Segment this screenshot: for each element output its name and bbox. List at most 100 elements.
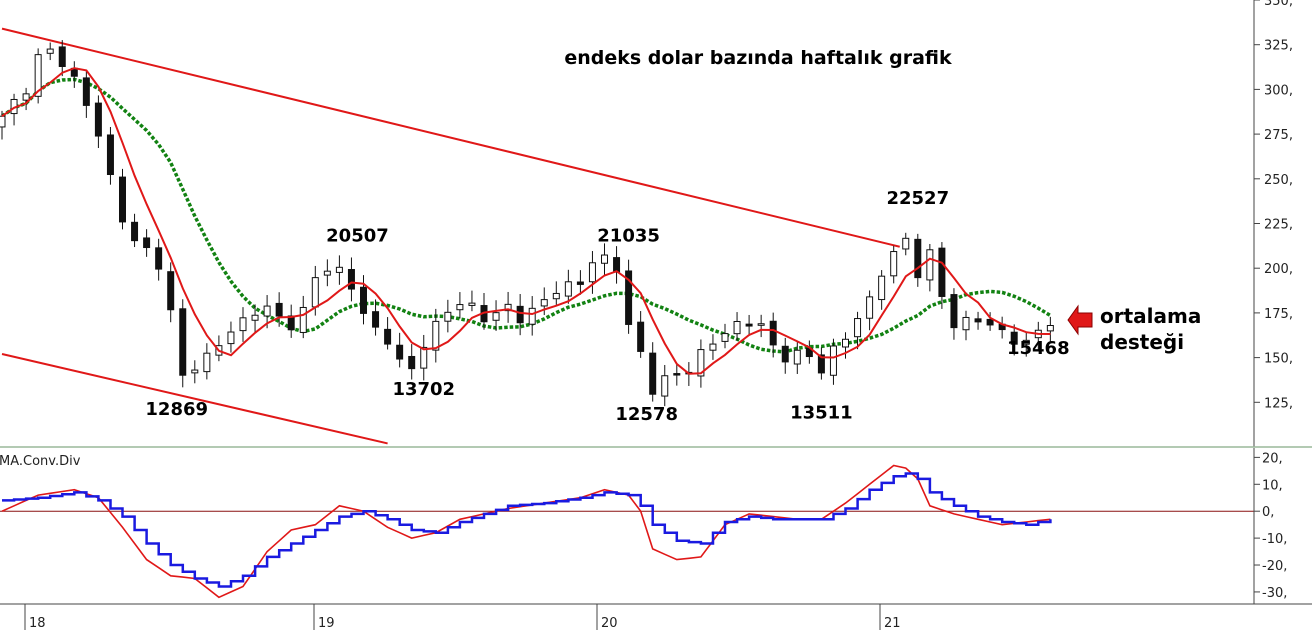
macd-signal-line <box>2 472 1052 588</box>
candle-body <box>878 275 886 301</box>
candle <box>347 257 355 302</box>
time-x-axis: 18 19 20 21 <box>0 603 1312 631</box>
candle-body <box>251 314 259 321</box>
candle-body <box>866 296 874 319</box>
candle-body <box>227 331 235 345</box>
macd-y-axis: -30, -20, -10, 0, 10, 20, <box>1253 448 1287 604</box>
candle <box>854 311 862 350</box>
candle-body <box>914 238 922 279</box>
candle-body <box>58 46 66 67</box>
candle <box>492 300 500 331</box>
candle-body <box>1010 331 1018 345</box>
candle <box>287 304 295 338</box>
candle-body <box>564 281 572 297</box>
candle-body <box>854 318 862 338</box>
candle-body <box>974 318 982 323</box>
candle <box>239 307 247 342</box>
candle-body <box>22 93 30 101</box>
candle-body <box>323 270 331 276</box>
candle <box>106 126 114 185</box>
y-tick-label: 275, <box>1264 128 1293 143</box>
candle-body <box>540 299 548 307</box>
candle-body <box>119 176 126 223</box>
candle <box>155 238 163 281</box>
candle-body <box>34 54 42 97</box>
candle-body <box>962 316 970 331</box>
candle <box>94 95 102 149</box>
candle-body <box>372 311 380 328</box>
price-annotation: 13702 <box>392 379 455 400</box>
candle <box>926 243 934 292</box>
callout-text: desteği <box>1100 330 1184 354</box>
candle-body <box>155 247 163 270</box>
candle-body <box>926 249 934 281</box>
candle-body <box>601 254 608 264</box>
candle <box>82 70 90 118</box>
candle-body <box>673 373 681 376</box>
candle <box>962 310 970 341</box>
candle <box>227 321 235 353</box>
y-tick-label: 300, <box>1264 83 1293 98</box>
candle <box>745 314 753 336</box>
candle <box>119 168 126 230</box>
ma-slow-line <box>1 77 1052 354</box>
candle <box>516 294 524 336</box>
candle <box>70 61 78 88</box>
price-y-axis: 125, 150, 175, 200, 225, 250, 275, 300, 325, 350, <box>0 0 1312 448</box>
candle <box>468 290 476 312</box>
candle <box>1046 316 1054 342</box>
candle-body <box>1046 325 1054 332</box>
candle-body <box>649 352 657 395</box>
candle-body <box>1022 339 1030 345</box>
candle <box>793 342 801 374</box>
candle <box>601 243 608 276</box>
candle-body <box>661 375 669 397</box>
candle-body <box>950 294 958 329</box>
candle <box>661 364 669 407</box>
candle-body <box>94 102 102 137</box>
candle-body <box>191 369 199 374</box>
candle-body <box>902 237 910 250</box>
candle <box>335 255 343 285</box>
candle-body <box>82 77 90 106</box>
candle-body <box>384 328 392 345</box>
candle <box>504 291 512 323</box>
candle-body <box>167 271 175 311</box>
candle <box>46 42 54 61</box>
candle-body <box>287 315 295 331</box>
candle <box>1022 332 1030 357</box>
candle <box>805 340 813 364</box>
y-tick-label: 350, <box>1264 0 1293 9</box>
y-tick-label: 225, <box>1264 218 1293 233</box>
candle <box>769 312 777 358</box>
candle-body <box>781 345 789 363</box>
candle <box>613 246 621 284</box>
candle-body <box>576 281 584 285</box>
candle-body <box>179 308 187 376</box>
candle <box>552 281 560 305</box>
candle <box>275 292 283 327</box>
candle <box>649 342 657 402</box>
candle-body <box>106 134 114 176</box>
candle-body <box>432 320 440 351</box>
indicator-title: MA.Conv.Div <box>0 454 81 469</box>
candle-body <box>986 318 994 326</box>
callout-arrow-icon <box>1067 304 1093 336</box>
candle-body <box>456 304 464 311</box>
candle-body <box>890 251 898 277</box>
macd-line <box>1 464 1051 599</box>
price-annotation: 22527 <box>886 188 949 209</box>
candles <box>0 40 1054 407</box>
candle-body <box>588 262 596 283</box>
trend-line <box>1 353 388 445</box>
candle <box>938 242 946 309</box>
macd-tick-label: -30, <box>1262 586 1287 601</box>
candle-body <box>745 323 753 327</box>
candle-body <box>275 302 283 317</box>
candle-body <box>757 323 765 326</box>
candle <box>950 288 958 340</box>
y-tick-label: 175, <box>1264 307 1293 322</box>
candle-body <box>733 320 741 335</box>
candle <box>456 292 464 319</box>
